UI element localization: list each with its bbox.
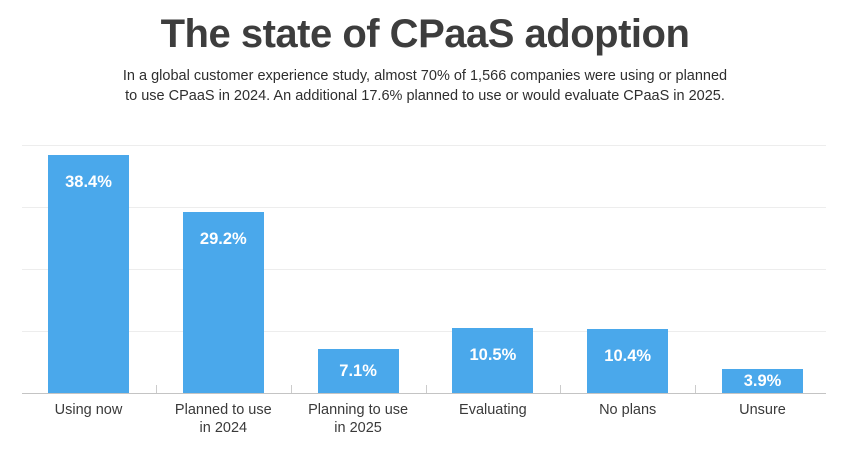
category-label: Unsure: [739, 402, 786, 418]
gridline: [22, 269, 826, 270]
plot-area: 38.4% Using now 29.2% Planned to use in 202…: [22, 145, 826, 436]
axis-tick: [155, 385, 157, 393]
bar: 38.4%: [48, 154, 129, 393]
bar-value-label: 7.1%: [339, 362, 377, 381]
bar-value-label: 29.2%: [199, 229, 247, 248]
category-label: No plans: [599, 402, 657, 418]
category-label: Using now: [54, 402, 123, 418]
page-title: The state of CPaaS adoption: [160, 12, 690, 56]
category-label: Evaluating: [459, 402, 527, 418]
axis-baseline: [22, 393, 826, 394]
bar: 10.4%: [587, 328, 669, 393]
category-label: Planned to use in 2024: [174, 402, 272, 436]
gridline: [22, 207, 826, 208]
axis-tick: [695, 385, 697, 393]
axis-tick: [560, 385, 562, 393]
bar: 3.9%: [722, 368, 803, 393]
gridline: [22, 331, 826, 332]
bar-value-label: 10.4%: [604, 346, 652, 365]
axis-tick: [290, 385, 292, 393]
bar-value-label: 10.5%: [469, 345, 517, 364]
chart-subtitle: In a global customer experience study, a…: [0, 67, 850, 106]
axis-tick: [425, 385, 427, 393]
chart-subtitle-line-2: to use CPaaS in 2024. An additional 17.6…: [125, 87, 725, 104]
bar-value-label: 3.9%: [743, 372, 782, 391]
bar: 10.5%: [452, 327, 534, 393]
bar: 29.2%: [182, 211, 264, 393]
chart-subtitle-line-1: In a global customer experience study, a…: [122, 68, 728, 84]
bar: 7.1%: [317, 348, 399, 393]
bar-value-label: 38.4%: [65, 172, 112, 191]
gridline: [22, 145, 826, 146]
category-label: Planning to use in 2025: [308, 402, 409, 436]
